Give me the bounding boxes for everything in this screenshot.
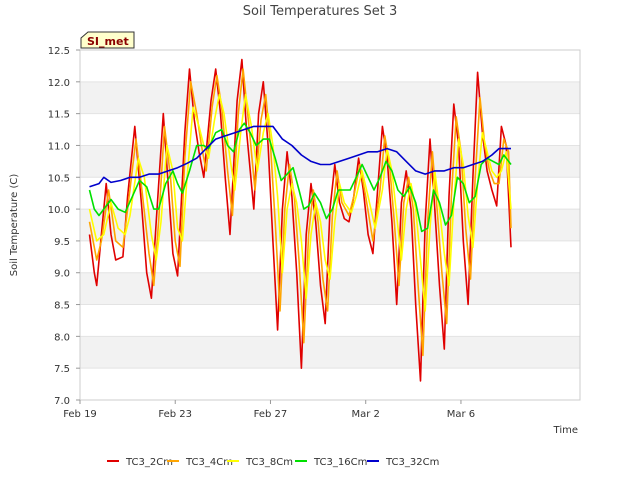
chart-title: Soil Temperatures Set 3 (243, 4, 398, 19)
y-tick-label: 12.5 (48, 46, 70, 57)
legend: TC3_2Cm TC3_4Cm TC3_8Cm TC3_16Cm TC3_32Cm (107, 457, 439, 468)
series-line-tc3_32cm (89, 125, 511, 188)
y-tick-label: 8.0 (54, 332, 70, 343)
grid-band (80, 81, 580, 114)
site-label: SI_met (87, 35, 129, 48)
grid-band (80, 336, 580, 369)
y-tick-label: 12.0 (48, 78, 70, 89)
y-axis-label: Soil Temperature (C) (9, 174, 20, 277)
series-line-tc3_2cm (88, 58, 512, 382)
legend-label: TC3_32Cm (385, 457, 439, 468)
x-tick-label: Mar 6 (447, 409, 475, 420)
legend-label: TC3_16Cm (313, 457, 367, 468)
x-tick-label: Feb 23 (158, 409, 192, 420)
legend-label: TC3_4Cm (185, 457, 233, 468)
site-label-box: SI_met (80, 31, 135, 49)
x-axis-label: Time (553, 425, 578, 436)
y-tick-label: 7.5 (54, 364, 70, 375)
y-tick-label: 11.5 (48, 110, 70, 121)
series-line-tc3_8cm (88, 93, 512, 312)
y-tick-label: 9.5 (54, 237, 70, 248)
x-tick-label: Feb 27 (254, 409, 288, 420)
x-tick-label: Feb 19 (63, 409, 97, 420)
y-tick-label: 10.0 (48, 205, 70, 216)
y-tick-label: 10.5 (48, 173, 70, 184)
y-tick-label: 9.0 (54, 269, 70, 280)
y-tick-label: 11.0 (48, 141, 70, 152)
series-lines (88, 58, 512, 382)
y-tick-label: 7.0 (54, 396, 70, 407)
series-line-tc3_16cm (88, 122, 512, 233)
legend-label: TC3_2Cm (125, 457, 173, 468)
x-axis-ticks: Feb 19 Feb 23 Feb 27 Mar 2 Mar 6 (63, 400, 475, 420)
plot-background (79, 49, 581, 401)
y-tick-label: 8.5 (54, 301, 70, 312)
plot-border (79, 49, 581, 401)
y-axis-ticks: 7.0 7.5 8.0 8.5 9.0 9.5 10.0 10.5 11.0 11.5 12.0 12… (48, 46, 80, 407)
series-line-tc3_4cm (88, 68, 512, 357)
grid-band (80, 145, 580, 178)
legend-label: TC3_8Cm (245, 457, 293, 468)
x-tick-label: Mar 2 (352, 409, 380, 420)
